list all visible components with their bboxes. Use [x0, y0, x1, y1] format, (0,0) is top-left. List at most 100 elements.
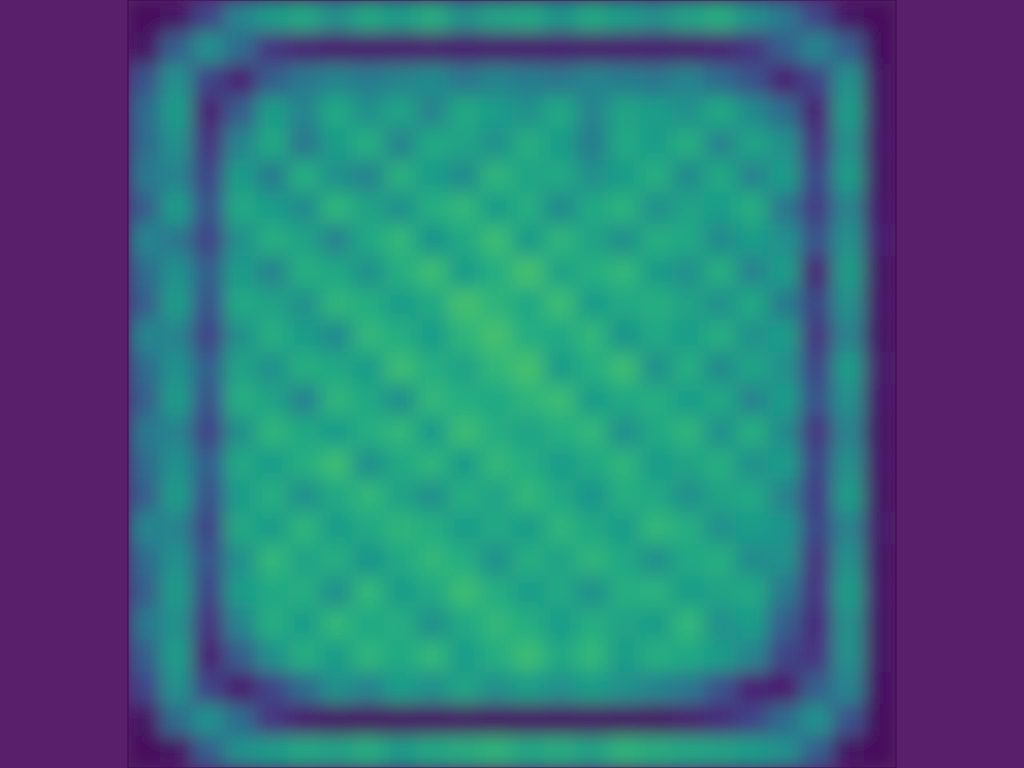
heatmap-cell: [192, 544, 225, 577]
heatmap-cell: [224, 224, 257, 257]
heatmap-cell: [384, 640, 417, 673]
heatmap-cell: [576, 224, 609, 257]
heatmap-cell: [448, 384, 481, 417]
heatmap-cell: [416, 544, 449, 577]
heatmap-cell: [576, 320, 609, 353]
heatmap-cell: [800, 384, 833, 417]
heatmap-cell: [288, 608, 321, 641]
heatmap-cell: [224, 416, 257, 449]
heatmap-cell: [672, 192, 705, 225]
heatmap-cell: [544, 256, 577, 289]
heatmap-cell: [192, 704, 225, 737]
heatmap-cell: [608, 160, 641, 193]
heatmap-cell: [224, 704, 257, 737]
heatmap-cell: [288, 576, 321, 609]
heatmap-cell: [192, 128, 225, 161]
heatmap-cell: [288, 224, 321, 257]
heatmap-cell: [608, 608, 641, 641]
heatmap-cell: [160, 672, 193, 705]
heatmap-cell: [416, 64, 449, 97]
heatmap-cell: [480, 608, 513, 641]
heatmap-cell: [640, 96, 673, 129]
heatmap-cell: [864, 128, 896, 161]
heatmap-cell: [128, 64, 161, 97]
heatmap-cell: [576, 608, 609, 641]
heatmap-cell: [736, 512, 769, 545]
heatmap-cell: [832, 160, 865, 193]
heatmap-cell: [704, 576, 737, 609]
heatmap-cell: [448, 288, 481, 321]
heatmap-cell: [256, 704, 289, 737]
heatmap-cell: [704, 544, 737, 577]
heatmap-cell: [480, 320, 513, 353]
heatmap-cell: [672, 608, 705, 641]
heatmap-cell: [832, 256, 865, 289]
heatmap-cell: [224, 288, 257, 321]
heatmap-cell: [864, 352, 896, 385]
heatmap-cell: [704, 32, 737, 65]
heatmap-cell: [736, 480, 769, 513]
heatmap-cell: [864, 640, 896, 673]
heatmap-cell: [160, 384, 193, 417]
heatmap-cell: [768, 352, 801, 385]
heatmap-cell: [800, 352, 833, 385]
heatmap-cell: [544, 672, 577, 705]
heatmap-cell: [704, 640, 737, 673]
heatmap-cell: [768, 416, 801, 449]
heatmap-cell: [160, 0, 193, 33]
heatmap-cell: [544, 64, 577, 97]
heatmap-cell: [768, 704, 801, 737]
heatmap-cell: [768, 288, 801, 321]
heatmap-cell: [448, 192, 481, 225]
heatmap-cell: [256, 352, 289, 385]
heatmap-cell: [544, 0, 577, 33]
heatmap-cell: [192, 640, 225, 673]
heatmap-cell: [832, 224, 865, 257]
heatmap-cell: [864, 416, 896, 449]
heatmap-cell: [160, 512, 193, 545]
heatmap-cell: [768, 448, 801, 481]
heatmap-cell: [864, 288, 896, 321]
heatmap-cell: [480, 352, 513, 385]
heatmap-cell: [384, 320, 417, 353]
heatmap-cell: [256, 512, 289, 545]
heatmap-cell: [640, 288, 673, 321]
heatmap-cell: [160, 96, 193, 129]
heatmap-cell: [352, 736, 385, 768]
heatmap-cell: [128, 544, 161, 577]
heatmap-cell: [128, 192, 161, 225]
heatmap-cell: [640, 448, 673, 481]
heatmap-cell: [480, 0, 513, 33]
heatmap-cell: [416, 576, 449, 609]
heatmap-cell: [320, 160, 353, 193]
heatmap-cell: [544, 192, 577, 225]
heatmap-cell: [768, 0, 801, 33]
heatmap-cell: [384, 672, 417, 705]
heatmap-cell: [800, 448, 833, 481]
heatmap-cell: [640, 576, 673, 609]
heatmap-cell: [640, 128, 673, 161]
heatmap-cell: [352, 64, 385, 97]
heatmap-cell: [320, 64, 353, 97]
heatmap-cell: [672, 256, 705, 289]
heatmap-cell: [672, 160, 705, 193]
heatmap-cell: [224, 544, 257, 577]
heatmap-cell: [608, 96, 641, 129]
heatmap-cell: [544, 608, 577, 641]
heatmap-cell: [224, 736, 257, 768]
heatmap-cell: [640, 32, 673, 65]
heatmap-cell: [416, 416, 449, 449]
heatmap-cell: [640, 736, 673, 768]
heatmap-cell: [832, 512, 865, 545]
heatmap-cell: [288, 704, 321, 737]
heatmap-cell: [448, 128, 481, 161]
heatmap-cell: [672, 288, 705, 321]
heatmap-cell: [352, 640, 385, 673]
heatmap-cell: [256, 160, 289, 193]
heatmap-cell: [544, 128, 577, 161]
heatmap-cell: [448, 576, 481, 609]
heatmap-cell: [512, 64, 545, 97]
heatmap-cell: [288, 0, 321, 33]
heatmap-cell: [224, 256, 257, 289]
heatmap-cell: [704, 192, 737, 225]
